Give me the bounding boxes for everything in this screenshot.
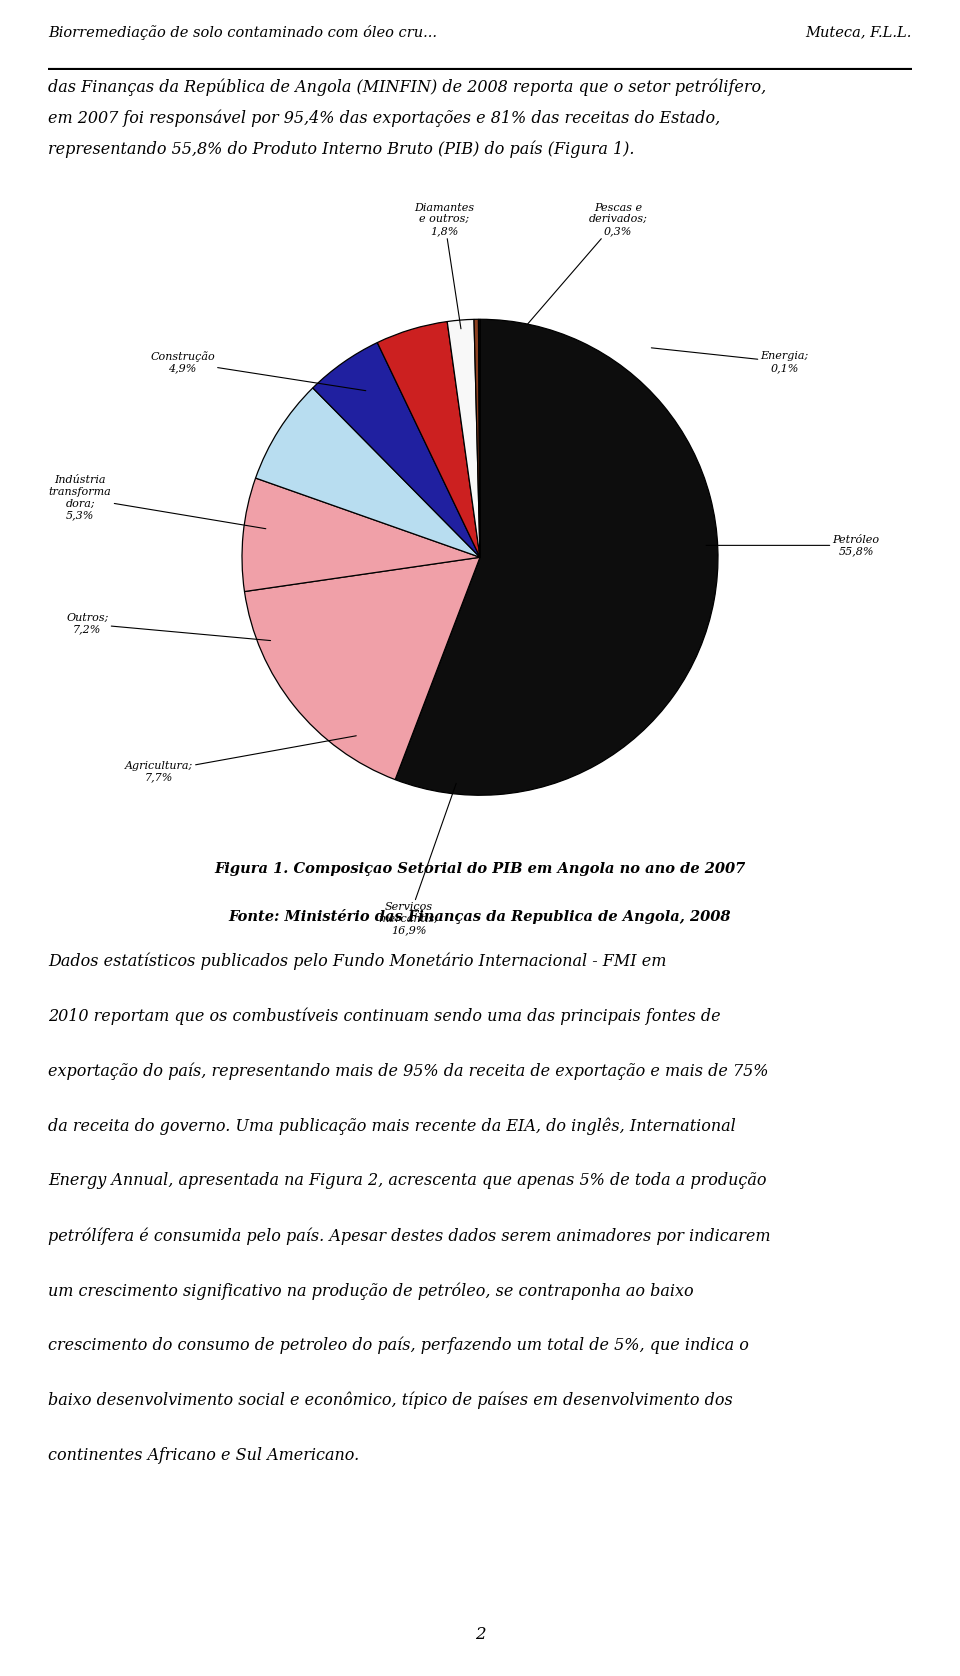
Wedge shape	[242, 478, 480, 592]
Wedge shape	[313, 342, 480, 556]
Text: continentes Africano e Sul Americano.: continentes Africano e Sul Americano.	[48, 1446, 359, 1463]
Text: 2010 reportam que os combustíveis continuam sendo uma das principais fontes de: 2010 reportam que os combustíveis contin…	[48, 1007, 721, 1026]
Text: Biorremediação de solo contaminado com óleo cru...: Biorremediação de solo contaminado com ó…	[48, 25, 437, 40]
Text: Agricultura;
7,7%: Agricultura; 7,7%	[125, 736, 356, 783]
Text: Fonte: Ministério das Finanças da Republica de Angola, 2008: Fonte: Ministério das Finanças da Republ…	[228, 908, 732, 923]
Wedge shape	[474, 320, 480, 556]
Text: petrólífera é consumida pelo país. Apesar destes dados serem animadores por indi: petrólífera é consumida pelo país. Apesa…	[48, 1227, 771, 1245]
Text: Petróleo
55,8%: Petróleo 55,8%	[707, 535, 879, 556]
Wedge shape	[447, 320, 480, 556]
Text: crescimento do consumo de petroleo do país, perfazendo um total de 5%, que indic: crescimento do consumo de petroleo do pa…	[48, 1337, 749, 1354]
Text: Serviços
mercantis;
16,9%: Serviços mercantis; 16,9%	[378, 783, 456, 935]
Text: Indústria
transforma
dora;
5,3%: Indústria transforma dora; 5,3%	[49, 476, 266, 528]
Text: 2: 2	[474, 1626, 486, 1644]
Wedge shape	[255, 387, 480, 556]
Text: Muteca, F.L.L.: Muteca, F.L.L.	[805, 25, 912, 39]
Text: Pescas e
derivados;
0,3%: Pescas e derivados; 0,3%	[528, 203, 647, 323]
Text: Construção
4,9%: Construção 4,9%	[150, 350, 366, 391]
Text: Dados estatísticos publicados pelo Fundo Monetário Internacional - FMI em: Dados estatísticos publicados pelo Fundo…	[48, 954, 666, 970]
Text: exportação do país, representando mais de 95% da receita de exportação e mais de: exportação do país, representando mais d…	[48, 1063, 769, 1079]
Text: baixo desenvolvimento social e econômico, típico de países em desenvolvimento do: baixo desenvolvimento social e econômico…	[48, 1391, 732, 1410]
Text: Figura 1. Composiçao Setorial do PIB em Angola no ano de 2007: Figura 1. Composiçao Setorial do PIB em …	[214, 861, 746, 877]
Text: Energy Annual, apresentada na Figura 2, acrescenta que apenas 5% de toda a produ: Energy Annual, apresentada na Figura 2, …	[48, 1173, 766, 1190]
Wedge shape	[377, 322, 480, 556]
Text: um crescimento significativo na produção de petróleo, se contraponha ao baixo: um crescimento significativo na produção…	[48, 1282, 694, 1299]
Text: Energia;
0,1%: Energia; 0,1%	[651, 349, 808, 374]
Wedge shape	[396, 318, 718, 794]
Text: da receita do governo. Uma publicação mais recente da EIA, do inglês, Internatio: da receita do governo. Uma publicação ma…	[48, 1118, 735, 1135]
Wedge shape	[478, 318, 480, 556]
Wedge shape	[245, 556, 480, 779]
Text: Diamantes
e outros;
1,8%: Diamantes e outros; 1,8%	[414, 203, 474, 328]
Text: das Finanças da República de Angola (MINFIN) de 2008 reporta que o setor petróli: das Finanças da República de Angola (MIN…	[48, 79, 766, 158]
Text: Outros;
7,2%: Outros; 7,2%	[66, 613, 271, 640]
